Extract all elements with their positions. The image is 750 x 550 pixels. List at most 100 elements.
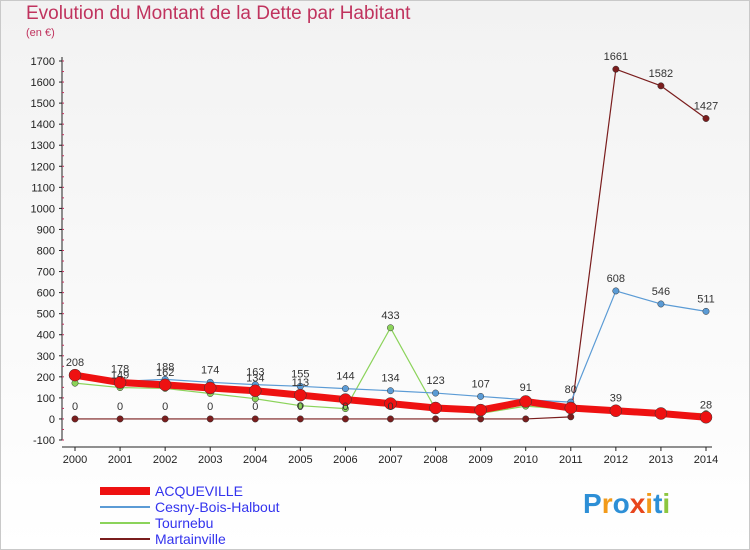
logo-letter: x xyxy=(629,488,646,519)
data-label: 178 xyxy=(111,363,129,375)
data-label: 134 xyxy=(381,373,399,385)
data-point xyxy=(387,324,394,332)
data-point xyxy=(296,402,304,410)
data-label: 0 xyxy=(252,401,258,413)
data-label: 134 xyxy=(246,373,264,385)
proxiti-logo: Proxiti xyxy=(583,488,670,520)
data-point xyxy=(251,415,259,423)
y-tick-label: 100 xyxy=(37,393,55,405)
y-tick-label: 1700 xyxy=(31,56,55,68)
x-tick-label: 2008 xyxy=(423,454,447,466)
data-point xyxy=(206,415,214,423)
y-tick-label: 1000 xyxy=(31,203,55,215)
data-point xyxy=(71,415,79,423)
data-label: 0 xyxy=(117,401,123,413)
data-point xyxy=(161,415,169,423)
data-point xyxy=(702,307,710,315)
data-point xyxy=(432,389,440,397)
data-point xyxy=(519,395,532,408)
data-label: 0 xyxy=(162,401,168,413)
y-tick-label: 300 xyxy=(37,351,55,363)
data-point xyxy=(387,415,394,423)
data-label: 608 xyxy=(607,273,625,285)
data-labels: 0 0 0 0 0 0 0 0 1661 1582 1427 149 433 208 178 188 174 16… xyxy=(66,51,718,413)
data-label: 0 xyxy=(207,401,213,413)
data-label: 163 xyxy=(246,367,264,379)
data-point xyxy=(654,407,668,420)
y-tick-label: 600 xyxy=(37,288,55,300)
data-label: 546 xyxy=(652,286,670,298)
legend-label: Martainville xyxy=(155,531,226,547)
data-label: 188 xyxy=(156,361,174,373)
y-axis: -100 0 100 200 300 400 500 600 700 800 900 1000 1100… xyxy=(31,56,64,447)
data-point xyxy=(341,385,349,393)
logo-letter: o xyxy=(612,488,630,519)
data-label: 433 xyxy=(381,310,399,322)
x-tick-label: 2001 xyxy=(108,454,132,466)
data-point xyxy=(657,300,665,308)
data-point xyxy=(341,415,349,423)
legend-label: Tournebu xyxy=(155,515,213,531)
data-point xyxy=(113,376,127,389)
data-point xyxy=(474,403,487,417)
y-tick-label: 1400 xyxy=(31,119,55,131)
data-point xyxy=(296,415,304,423)
data-label: 1661 xyxy=(604,51,628,63)
legend-label: ACQUEVILLE xyxy=(155,483,243,499)
data-label: 1427 xyxy=(694,100,718,112)
data-label: 113 xyxy=(292,377,310,389)
data-label: 0 xyxy=(72,401,78,413)
data-point xyxy=(567,413,575,421)
y-tick-label: 900 xyxy=(37,224,55,236)
data-label: 80 xyxy=(565,384,577,396)
data-point xyxy=(612,287,620,295)
data-point xyxy=(432,415,440,423)
data-point xyxy=(702,115,710,122)
data-point xyxy=(203,381,217,395)
data-label: 91 xyxy=(520,382,532,394)
x-tick-label: 2005 xyxy=(288,454,312,466)
x-tick-label: 2014 xyxy=(694,454,718,466)
y-tick-label: 1200 xyxy=(31,161,55,173)
data-point xyxy=(68,368,82,382)
logo-letter: P xyxy=(583,488,602,519)
data-label: 0 xyxy=(342,401,348,413)
x-tick-label: 2009 xyxy=(468,454,492,466)
data-point xyxy=(699,411,713,424)
data-point xyxy=(249,384,262,397)
data-label: 144 xyxy=(336,371,354,383)
logo-letter: r xyxy=(601,488,613,519)
legend-label: Cesny-Bois-Halbout xyxy=(155,499,280,515)
data-label: 123 xyxy=(426,375,444,387)
y-tick-label: -100 xyxy=(33,435,55,447)
y-tick-label: 700 xyxy=(37,267,55,279)
x-tick-label: 2004 xyxy=(243,454,267,466)
data-point xyxy=(477,392,485,400)
data-label: 162 xyxy=(156,367,174,379)
data-point xyxy=(429,401,442,415)
data-point xyxy=(612,65,620,73)
y-tick-label: 500 xyxy=(37,309,55,321)
y-tick-label: 0 xyxy=(49,414,55,426)
x-tick-label: 2013 xyxy=(649,454,673,466)
y-tick-label: 1600 xyxy=(31,77,55,89)
data-point xyxy=(384,397,397,410)
x-tick-label: 2012 xyxy=(604,454,628,466)
x-tick-label: 2007 xyxy=(378,454,402,466)
data-label: 39 xyxy=(610,393,622,405)
data-point xyxy=(387,387,394,395)
data-point xyxy=(564,401,578,415)
x-tick-label: 2000 xyxy=(63,454,87,466)
x-tick-label: 2011 xyxy=(559,454,583,466)
data-point xyxy=(116,415,124,423)
data-label: 0 xyxy=(297,401,303,413)
x-tick-label: 2006 xyxy=(333,454,357,466)
logo-letter: i xyxy=(662,488,671,519)
data-point xyxy=(158,378,172,392)
data-point xyxy=(522,415,530,423)
x-axis: 2000 2001 2002 2003 2004 2005 2006 2007 2008 2009… xyxy=(62,446,718,466)
data-point xyxy=(294,388,307,402)
y-tick-label: 1500 xyxy=(31,98,55,110)
